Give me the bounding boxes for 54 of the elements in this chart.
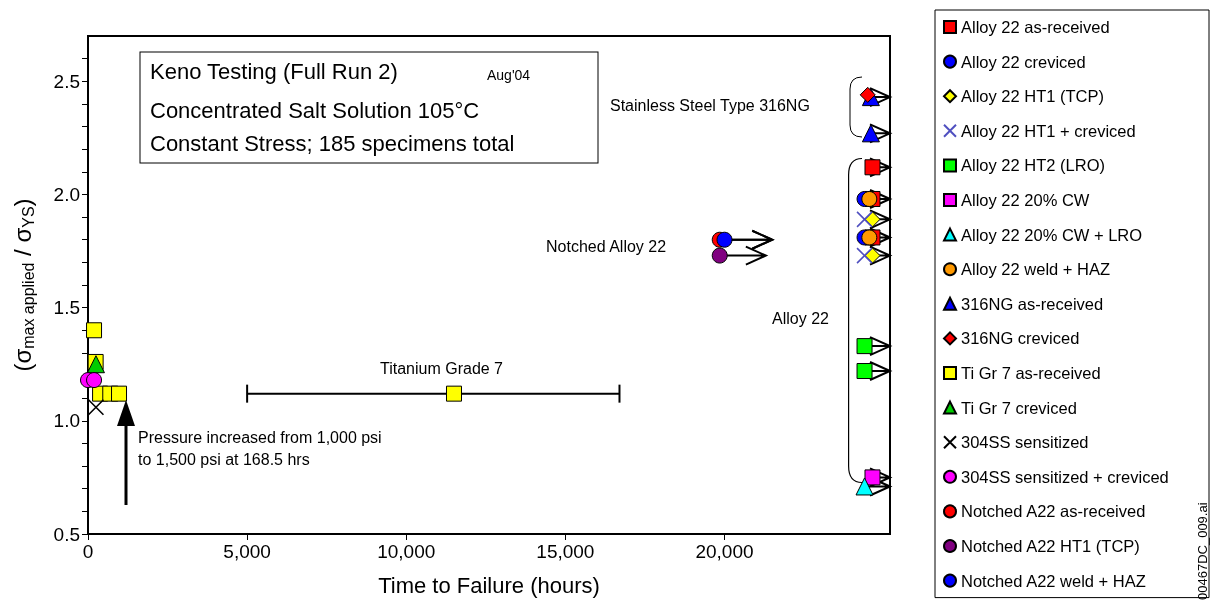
- annotation: Stainless Steel Type 316NG: [610, 96, 810, 114]
- legend-label: 316NG as-received: [961, 294, 1104, 313]
- y-tick-label: 0.5: [53, 523, 80, 545]
- point: [445, 385, 462, 402]
- text: Keno Testing (Full Run 2): [150, 58, 398, 84]
- legend-label: Notched A22 HT1 (TCP): [961, 537, 1140, 555]
- point: [864, 469, 881, 486]
- y-axis-title: (σmax applied / σYS): [8, 198, 37, 372]
- annotation: Aug'04: [487, 67, 531, 83]
- legend-label: Ti Gr 7 as-received: [961, 364, 1101, 382]
- annotation: Notched Alloy 22: [546, 237, 667, 255]
- point: [86, 372, 103, 389]
- annotation: Alloy 22: [772, 309, 830, 327]
- legend-label: Alloy 22 HT1 (TCP): [961, 87, 1105, 106]
- point: [856, 211, 873, 228]
- legend-label: Alloy 22 HT2 (LRO): [961, 156, 1105, 175]
- point: [856, 247, 873, 264]
- legend-label: 304SS sensitized: [961, 433, 1089, 452]
- y-tick-label: 1.5: [53, 297, 80, 319]
- legend-label: Alloy 22 20% CW: [961, 191, 1090, 209]
- y-tick-label: 2.0: [53, 183, 80, 205]
- legend-label: Alloy 22 weld + HAZ: [961, 260, 1111, 279]
- point: [86, 355, 105, 374]
- legend-label: 316NG creviced: [961, 329, 1080, 348]
- annotation: Pressure increased from 1,000 psi to 1,500 psi at 168.5 hrs: [138, 428, 382, 468]
- point: [864, 159, 881, 176]
- legend-label: Alloy 22 creviced: [961, 52, 1086, 71]
- legend-label: 304SS sensitized + creviced: [961, 467, 1169, 486]
- point: [856, 363, 873, 380]
- legend-label: Alloy 22 HT1 + creviced: [961, 121, 1136, 140]
- legend-label: Alloy 22 as-received: [961, 18, 1110, 36]
- point: [859, 86, 876, 103]
- point: [711, 247, 728, 264]
- annotation: Titanium Grade 7: [380, 359, 504, 377]
- point: [86, 322, 103, 339]
- legend-label: Notched A22 as-received: [961, 502, 1146, 521]
- point: [855, 477, 874, 496]
- point: [861, 124, 880, 143]
- x-tick-label: 20,000: [695, 541, 754, 562]
- point: [111, 385, 128, 402]
- point: [856, 338, 873, 355]
- legend-label: Notched A22 weld + HAZ: [961, 571, 1146, 590]
- legend-label: Alloy 22 20% CW + LRO: [961, 225, 1143, 244]
- x-tick-label: 10,000: [377, 541, 436, 562]
- x-tick-label: 15,000: [536, 541, 595, 562]
- y-tick-label: 1.0: [53, 410, 80, 432]
- x-tick-label: 0: [82, 541, 94, 562]
- x-axis-title: Time to Failure (hours): [378, 572, 600, 598]
- text: 00467DC_009.ai: [1195, 502, 1210, 600]
- text: Concentrated Salt Solution 105°C Constant Stress; 185 specimens total: [150, 98, 515, 156]
- y-tick-label: 2.5: [53, 70, 80, 92]
- x-tick-label: 5,000: [223, 541, 271, 562]
- legend-label: Ti Gr 7 creviced: [961, 398, 1077, 417]
- point: [716, 231, 733, 248]
